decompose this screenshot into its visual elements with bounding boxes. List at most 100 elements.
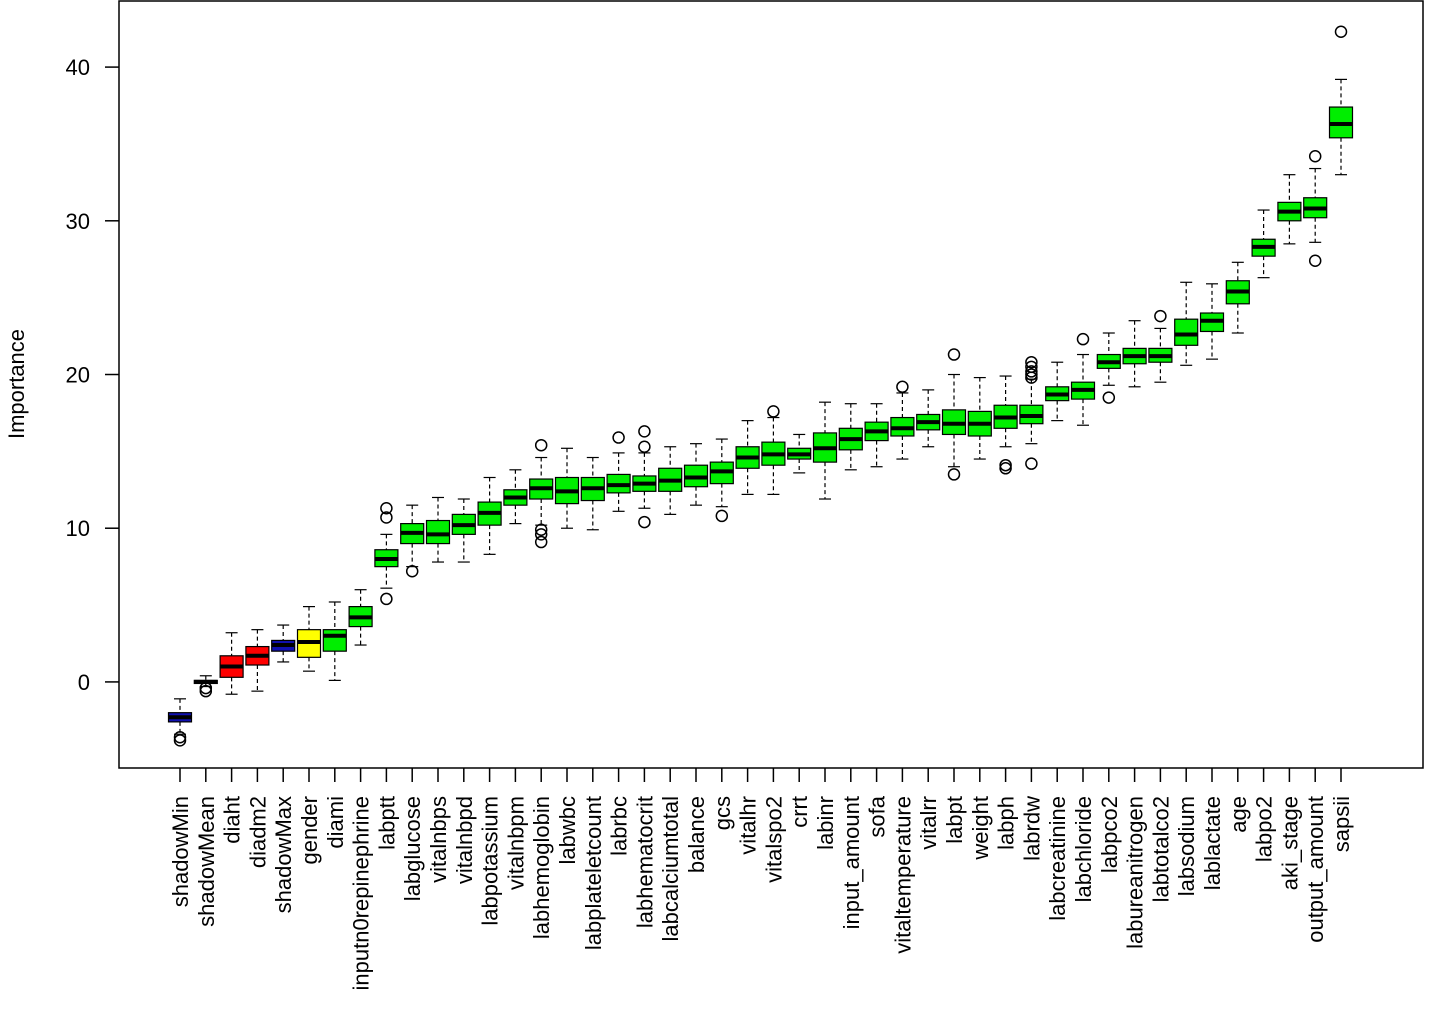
x-tick-label-gender: gender (297, 796, 322, 865)
box-labsodium (1174, 281, 1199, 366)
box-output_amount (1303, 149, 1328, 268)
outlier-point (1025, 457, 1038, 470)
y-tick-label-0: 0 (78, 670, 90, 695)
x-tick-label-diadm2: diadm2 (245, 796, 270, 868)
box-input_amount (838, 403, 863, 471)
box-sofa (864, 403, 889, 468)
box-labcalciumtotal (658, 446, 683, 515)
outlier-point (638, 425, 651, 438)
outlier-point (638, 515, 651, 529)
box-gender (296, 606, 322, 672)
box-vitalrr (916, 389, 941, 448)
box-labrdw (1019, 355, 1044, 470)
outlier-point (767, 405, 780, 418)
outlier-point (612, 431, 625, 444)
box-sapsii (1328, 25, 1354, 176)
x-tick-label-balance: balance (684, 796, 709, 873)
x-tick-label-shadowMean: shadowMean (194, 796, 219, 927)
box-labglucose (400, 504, 425, 578)
outlier-point (405, 565, 419, 578)
outlier-point (380, 501, 393, 515)
x-tick-label-labtotalco2: labtotalco2 (1148, 796, 1173, 902)
x-tick-label-labpco2: labpco2 (1097, 796, 1122, 873)
box-labinr (812, 401, 838, 500)
box-vitalnbps (425, 496, 451, 563)
outlier-point (173, 734, 187, 747)
x-tick-label-labcalciumtotal: labcalciumtotal (658, 796, 683, 942)
x-tick-label-labph: labph (994, 796, 1019, 850)
x-tick-label-labsodium: labsodium (1174, 796, 1199, 896)
x-tick-label-labglucose: labglucose (400, 796, 425, 901)
x-tick-label-diami: diami (323, 796, 348, 849)
outlier-point (173, 731, 187, 744)
box-aki_stage (1277, 174, 1302, 245)
outlier-point (1025, 365, 1038, 378)
y-tick-label-30: 30 (66, 209, 90, 234)
outlier-point (199, 684, 213, 698)
box-labpotassium (477, 476, 502, 555)
x-tick-label-vitalnbpd: vitalnbpd (452, 796, 477, 884)
outlier-point (999, 462, 1012, 475)
box-gcs (709, 438, 734, 523)
box-vitaltemperature (890, 380, 915, 460)
x-tick-label-vitalnbpm: vitalnbpm (503, 796, 528, 890)
x-tick-label-diaht: diaht (220, 796, 245, 844)
box-labtotalco2 (1148, 309, 1173, 383)
x-tick-label-vitalspo2: vitalspo2 (761, 796, 786, 883)
x-tick-label-labrdw: labrdw (1019, 796, 1044, 861)
y-axis: 0 10 20 30 40 (66, 55, 119, 695)
x-tick-label-vitalnbps: vitalnbps (426, 796, 451, 883)
outlier-point (1102, 391, 1116, 404)
outlier-point (1025, 368, 1038, 381)
x-tick-label-output_amount: output_amount (1303, 796, 1328, 943)
box-labchloride (1070, 332, 1096, 426)
outlier-point (896, 380, 909, 394)
outlier-point (638, 440, 651, 454)
box-labhematocrit (632, 425, 657, 529)
outlier-point (1025, 355, 1038, 369)
box-weight (967, 376, 992, 460)
x-tick-label-labpotassium: labpotassium (478, 796, 503, 926)
outlier-point (534, 535, 548, 549)
outlier-point (715, 509, 729, 523)
x-tick-label-labchloride: labchloride (1071, 796, 1096, 902)
box-shadowMax (271, 624, 296, 663)
outlier-point (1308, 254, 1322, 268)
y-tick-label-10: 10 (66, 516, 90, 541)
box-labwbc (554, 447, 580, 529)
box-labureanitrogen (1122, 320, 1147, 388)
x-tick-label-labwbc: labwbc (555, 796, 580, 864)
box-lablactate (1199, 283, 1225, 360)
x-axis: shadowMin shadowMean diaht diadm2 shadowMax g… (168, 768, 1354, 991)
boxes (167, 25, 1354, 747)
box-labpo2 (1251, 209, 1276, 279)
outlier-point (534, 528, 548, 541)
box-labpt (941, 348, 967, 481)
x-tick-label-labhematocrit: labhematocrit (632, 796, 657, 928)
outlier-point (1308, 149, 1322, 163)
x-tick-label-weight: weight (968, 796, 993, 861)
iqr-box (425, 519, 451, 545)
box-vitalnbpm (503, 469, 528, 525)
x-tick-label-labrbc: labrbc (607, 796, 632, 856)
box-balance (683, 443, 709, 506)
outlier-point (1076, 332, 1090, 346)
x-tick-label-input_amount: input_amount (839, 796, 864, 929)
box-age (1225, 261, 1250, 334)
y-tick-label-20: 20 (66, 363, 90, 388)
box-labcreatinine (1045, 361, 1070, 422)
box-inputn0repinephrine (348, 589, 373, 646)
x-tick-label-vitalrr: vitalrr (916, 796, 941, 850)
x-tick-label-aki_stage: aki_stage (1277, 796, 1302, 890)
box-diadm2 (245, 629, 270, 692)
x-tick-label-labureanitrogen: labureanitrogen (1123, 796, 1148, 949)
x-tick-label-labcreatinine: labcreatinine (1045, 796, 1070, 921)
outlier-point (947, 468, 961, 481)
box-shadowMin (167, 698, 193, 747)
y-axis-title: Importance (4, 329, 29, 439)
plot-frame (118, 0, 1424, 769)
x-tick-label-labptt: labptt (374, 796, 399, 850)
x-tick-label-inputn0repinephrine: inputn0repinephrine (349, 796, 374, 991)
iqr-box (322, 629, 347, 652)
